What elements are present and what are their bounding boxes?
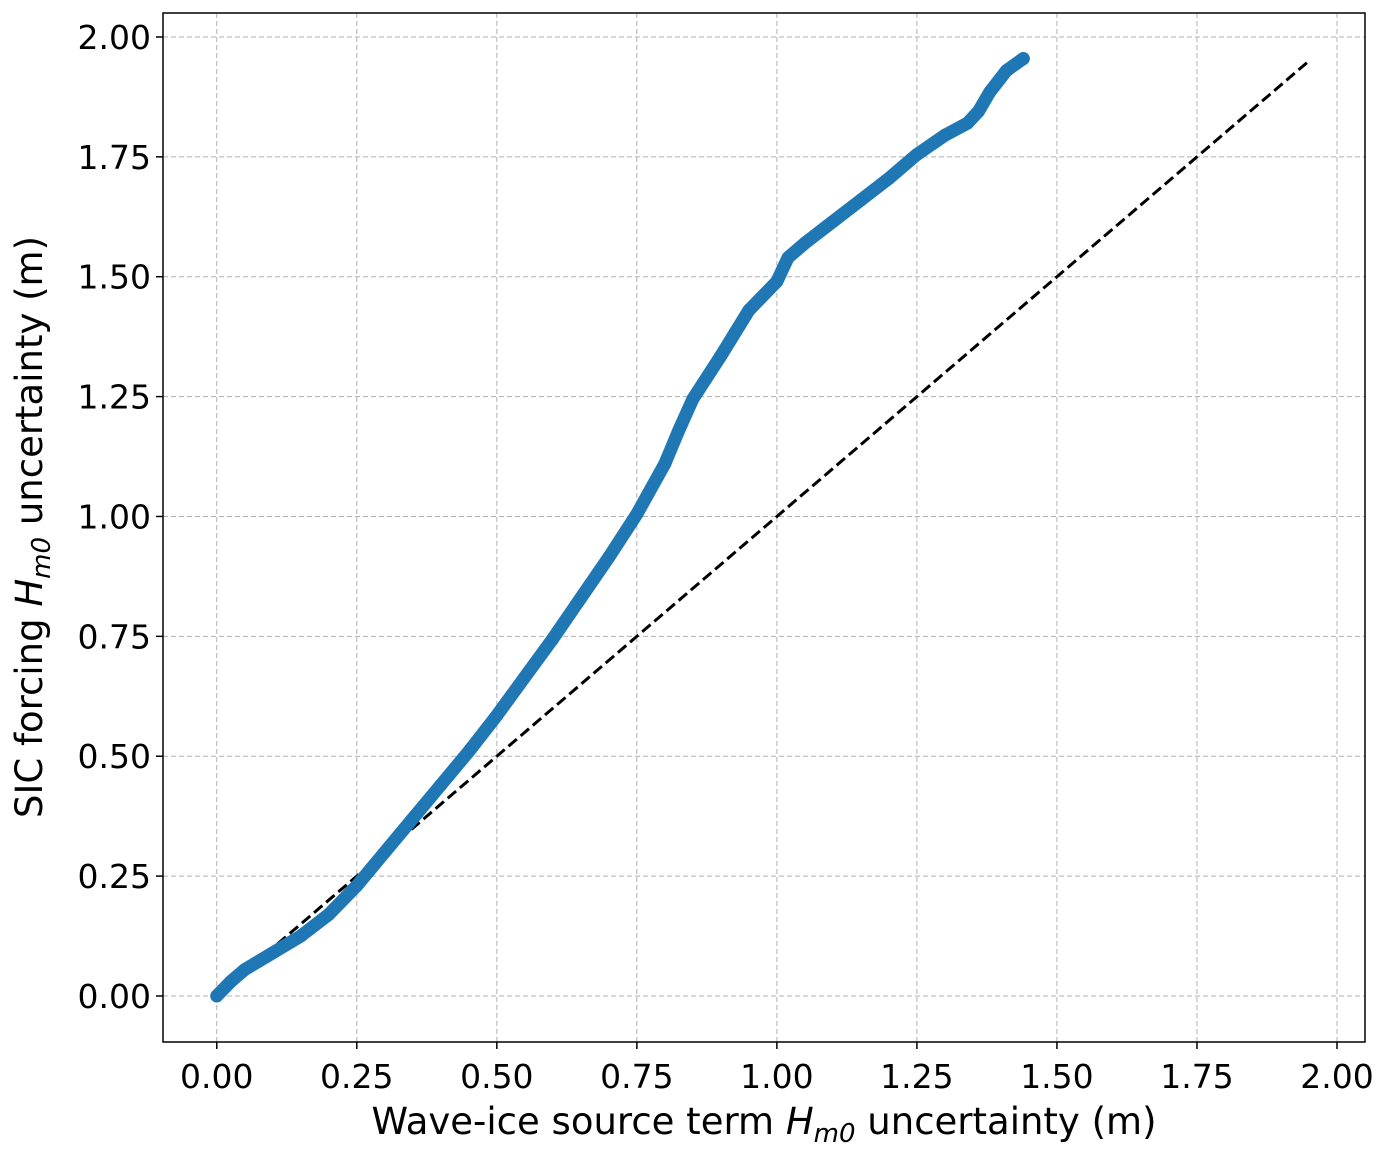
y-tick-label: 0.50 — [78, 737, 151, 776]
scatter-point — [910, 147, 924, 161]
label-subscript: m0 — [814, 1119, 856, 1149]
x-tick-label: 1.25 — [880, 1057, 953, 1096]
scatter-point — [938, 128, 952, 142]
scatter-point — [490, 708, 504, 722]
x-tick-label: 0.75 — [600, 1057, 673, 1096]
x-tick-label: 0.50 — [460, 1057, 533, 1096]
scatter-point — [983, 85, 997, 99]
label-text: SIC forcing — [8, 607, 51, 818]
scatter-point — [350, 879, 364, 893]
scatter-point — [224, 975, 238, 989]
y-tick-label: 1.75 — [78, 138, 151, 177]
y-tick-label: 0.00 — [78, 977, 151, 1016]
scatter-point — [686, 392, 700, 406]
scatter-point — [781, 251, 795, 265]
label-text: Wave-ice source term — [372, 1100, 786, 1143]
scatter-point — [770, 275, 784, 289]
scatter-point — [1016, 52, 1030, 66]
scatter-point — [266, 946, 280, 960]
scatter-point — [972, 104, 986, 118]
y-tick-label: 0.75 — [78, 617, 151, 656]
y-tick-label: 2.00 — [78, 18, 151, 57]
scatter-point — [854, 193, 868, 207]
label-subscript: m0 — [27, 537, 57, 579]
label-symbol: H — [786, 1100, 814, 1143]
label-text: uncertainty (m) — [856, 1100, 1157, 1143]
axes-frame — [162, 12, 1366, 1043]
scatter-point — [882, 171, 896, 185]
scatter-point — [546, 632, 560, 646]
x-tick-label: 1.00 — [740, 1057, 813, 1096]
x-tick-label: 1.75 — [1160, 1057, 1233, 1096]
scatter-point — [238, 963, 252, 977]
y-tick-label: 1.25 — [78, 378, 151, 417]
scatter-point — [574, 591, 588, 605]
ticks: 0.00 0.25 0.50 0.75 1.00 1.25 1.50 1.75 2.00 0.00… — [78, 18, 1374, 1096]
label-symbol: H — [8, 579, 51, 607]
scatter-point — [322, 907, 336, 921]
scatter-point — [658, 457, 672, 471]
scatter-point — [210, 989, 224, 1003]
scatter-point — [406, 812, 420, 826]
scatter-point — [378, 845, 392, 859]
scatter-point — [434, 778, 448, 792]
scatter-point — [462, 744, 476, 758]
x-tick-label: 0.25 — [320, 1057, 393, 1096]
y-tick-label: 1.00 — [78, 497, 151, 536]
scatter-point — [630, 507, 644, 521]
scatter-point — [798, 236, 812, 250]
scatter-point — [518, 670, 532, 684]
scatter-point — [960, 116, 974, 130]
scatter-point — [294, 929, 308, 943]
scatter-point — [672, 423, 686, 437]
x-tick-label: 1.50 — [1020, 1057, 1093, 1096]
scatter-point — [1000, 64, 1014, 78]
y-tick-label: 0.25 — [78, 857, 151, 896]
y-tick-label: 1.50 — [78, 258, 151, 297]
x-axis-label: Wave-ice source term Hm0 uncertainty (m) — [372, 1100, 1157, 1149]
x-tick-label: 0.00 — [180, 1057, 253, 1096]
label-text: uncertainty (m) — [8, 236, 51, 537]
plot-area — [210, 52, 1310, 1003]
scatter-point — [826, 215, 840, 229]
scatter-point — [742, 303, 756, 317]
x-tick-label: 2.00 — [1300, 1057, 1373, 1096]
scatter-point — [714, 349, 728, 363]
scatter-point — [602, 550, 616, 564]
y-axis-label: SIC forcing Hm0 uncertainty (m) — [8, 236, 57, 818]
